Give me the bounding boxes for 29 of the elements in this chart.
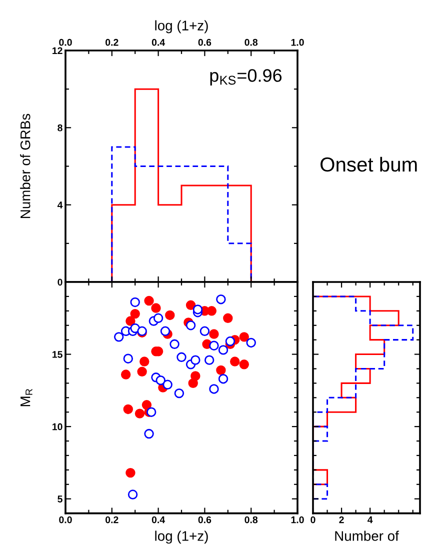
x-tick-label: 1.0: [291, 38, 304, 46]
y-tick-label: 10: [52, 423, 62, 430]
y-axis-title: Number of GRBs: [20, 114, 30, 218]
x-axis-title: log (1+z): [155, 20, 208, 34]
y-tick-label: 15: [52, 351, 62, 358]
x-tick-label: 0.0: [59, 38, 72, 46]
y-tick-label: 0: [58, 278, 62, 286]
x-tick-label: 4: [368, 516, 373, 524]
x-tick-label: 2: [339, 516, 344, 524]
x-tick-label: 0.6: [198, 516, 212, 524]
x-tick-label: 0.8: [244, 38, 258, 46]
x-tick-label: 0.8: [244, 516, 258, 524]
y-tick-label: 8: [58, 124, 62, 132]
x-tick-label: 1.0: [291, 516, 304, 524]
x-tick-label: 0.4: [152, 38, 166, 46]
x-tick-label: 0.2: [106, 516, 118, 524]
y-axis-title: M$_{R}$: [20, 388, 32, 406]
y-tick-label: 4: [57, 202, 63, 208]
x-tick-label: 0.4: [152, 516, 166, 524]
x-axis-title: log (1+z): [155, 530, 208, 544]
text: Onset bum: [320, 156, 417, 172]
annotation: p$_{KS}$=0.96: [210, 69, 282, 86]
x-tick-label: 0.2: [106, 38, 118, 46]
x-tick-label: 0.0: [59, 516, 72, 524]
y-tick-label: 5: [58, 496, 62, 502]
x-tick-label: 0: [310, 516, 316, 524]
y-tick-label: 12: [52, 47, 62, 54]
x-tick-label: 0.6: [198, 38, 212, 46]
x-axis-title: Number of: [335, 530, 399, 541]
